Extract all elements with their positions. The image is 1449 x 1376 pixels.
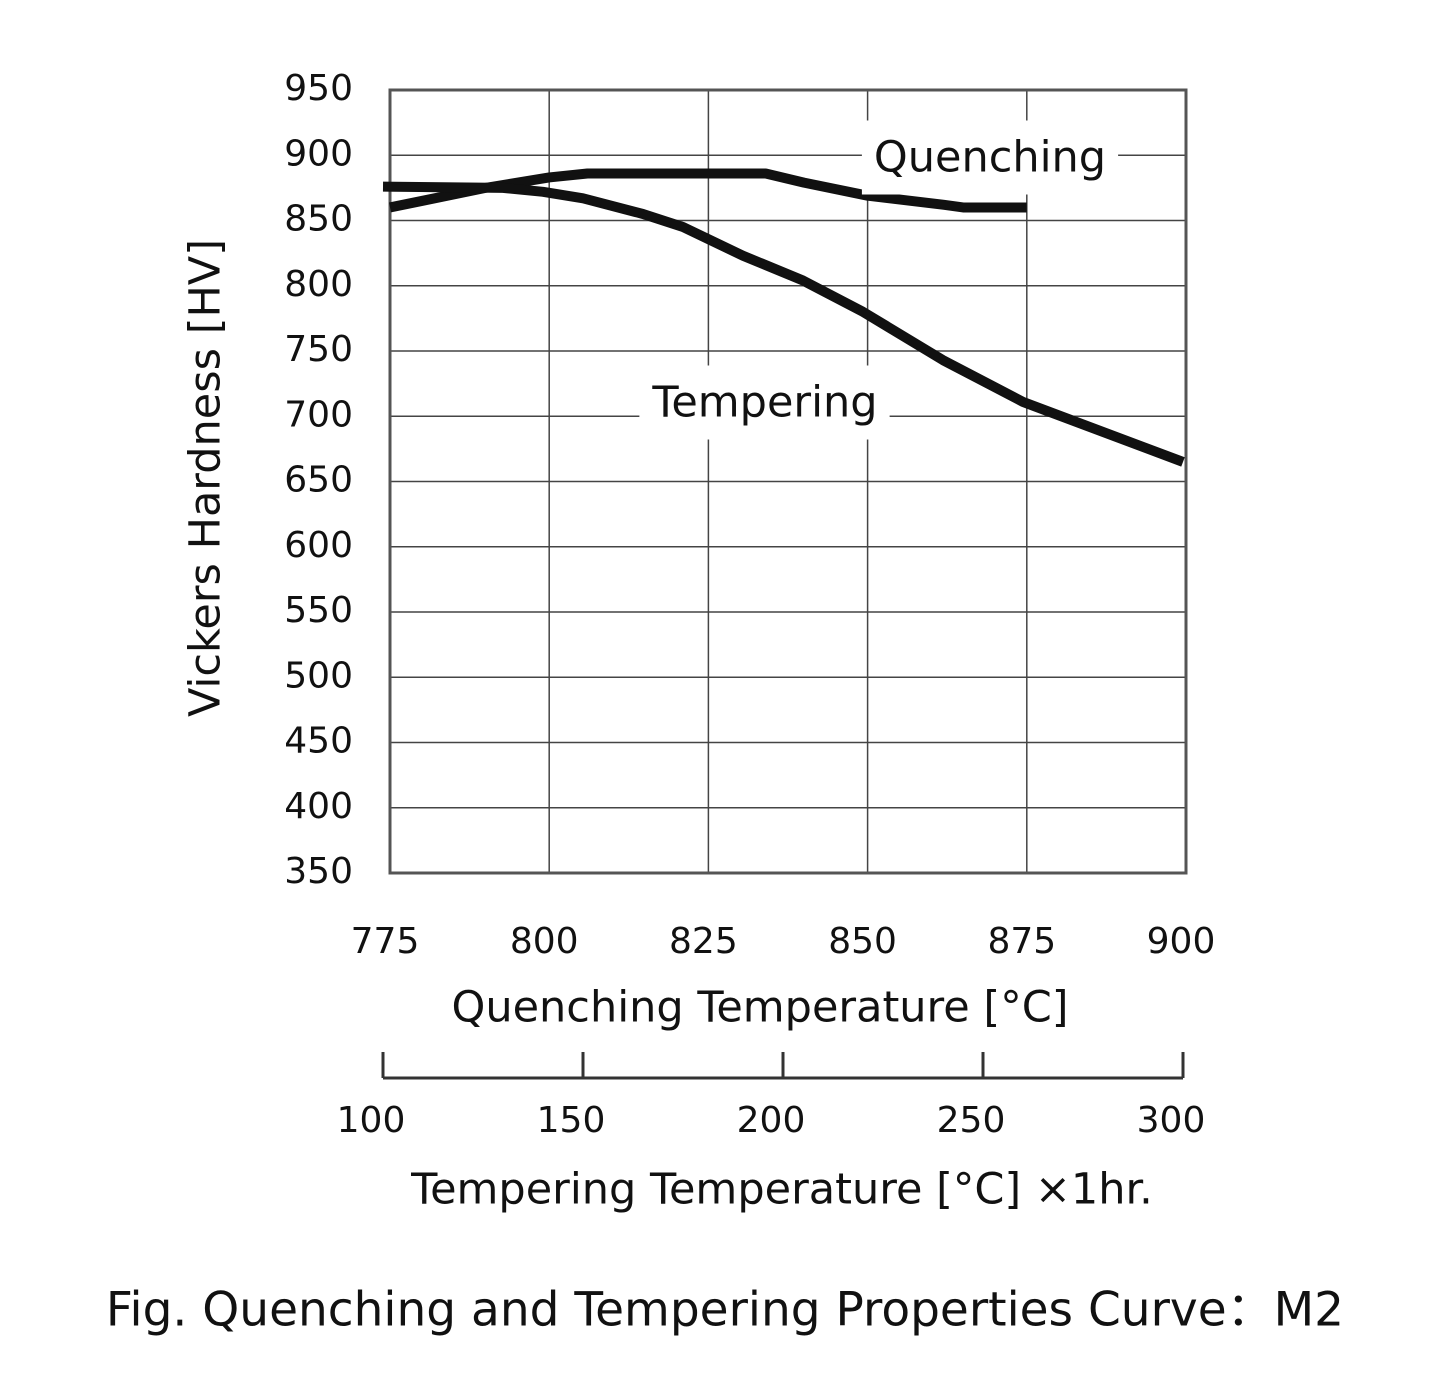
x-tick-label: 825 — [669, 921, 738, 962]
x2-tick-label: 250 — [937, 1100, 1006, 1141]
series-label: Quenching — [874, 133, 1106, 183]
y-tick-label: 550 — [284, 590, 353, 631]
x-tick-label: 875 — [987, 921, 1056, 962]
x2-tick-label: 300 — [1137, 1100, 1206, 1141]
y-tick-label: 900 — [284, 133, 353, 174]
y-tick-label: 750 — [284, 329, 353, 370]
x2-tick-label: 100 — [337, 1100, 406, 1141]
caption: Fig. Quenching and Tempering Properties … — [106, 1283, 1344, 1338]
y-tick-label: 500 — [284, 655, 353, 696]
y-tick-label: 600 — [284, 525, 353, 566]
x2-tick-label: 150 — [537, 1100, 606, 1141]
x2-axis-label: Tempering Temperature [°C] ×1hr. — [410, 1165, 1153, 1215]
y-tick-label: 800 — [284, 264, 353, 305]
y-tick-label: 700 — [284, 394, 353, 435]
label-background — [639, 365, 890, 440]
series-label: Tempering — [651, 378, 877, 428]
y-tick-label: 650 — [284, 460, 353, 501]
x-tick-label: 850 — [828, 921, 897, 962]
label-background — [861, 120, 1119, 195]
y-tick-label: 350 — [284, 851, 353, 892]
x-tick-label: 800 — [510, 921, 579, 962]
x-axis-label: Quenching Temperature [°C] — [452, 983, 1069, 1033]
y-tick-label: 850 — [284, 199, 353, 240]
x2-tick-label: 200 — [737, 1100, 806, 1141]
x-tick-label: 900 — [1147, 921, 1216, 962]
series-line — [382, 181, 1185, 467]
y-tick-label: 450 — [284, 721, 353, 762]
y-tick-label: 950 — [284, 68, 353, 109]
plot-frame — [388, 88, 1188, 875]
y-tick-label: 400 — [284, 786, 353, 827]
y-axis-label: Vickers Hardness [HV] — [181, 239, 231, 717]
x-tick-label: 775 — [351, 921, 420, 962]
